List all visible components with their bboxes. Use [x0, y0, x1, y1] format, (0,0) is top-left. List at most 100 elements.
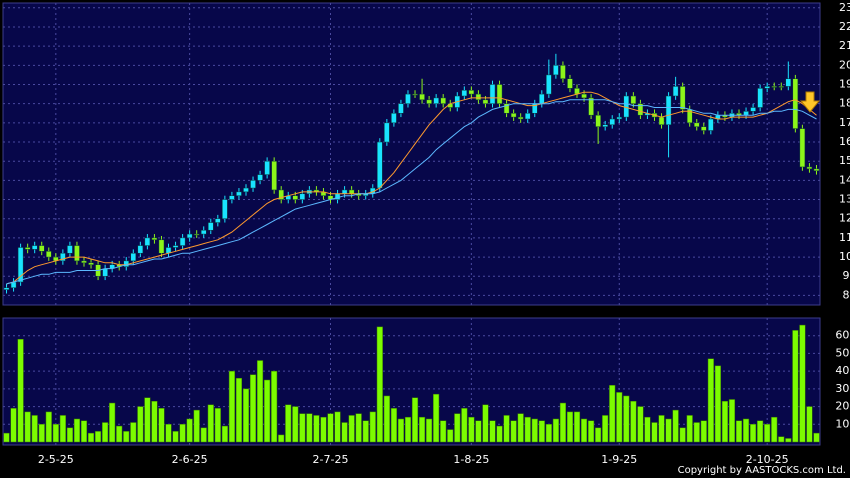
volume-bar	[313, 415, 320, 443]
volume-bar	[404, 416, 412, 443]
y-tick-label: 18	[839, 97, 850, 110]
volume-bar	[172, 431, 179, 443]
candle-body	[588, 97, 594, 116]
candle-body	[778, 86, 785, 88]
candle-body	[257, 174, 263, 181]
candle-body	[426, 99, 432, 104]
volume-bar	[707, 358, 714, 443]
volume-bar	[242, 388, 250, 443]
moving-average-line	[6, 91, 817, 285]
candle-body	[278, 189, 284, 200]
candle-body	[81, 260, 87, 264]
y-tick-label: 11	[839, 231, 850, 244]
volume-bar	[348, 415, 355, 443]
candle-body	[299, 193, 306, 200]
volume-bar	[24, 411, 31, 443]
volume-bar	[672, 409, 679, 443]
candle-body	[74, 245, 80, 262]
y-tick-label: 50K	[835, 346, 850, 359]
y-tick-label: 10	[839, 250, 850, 263]
volume-bar	[31, 415, 38, 443]
volume-bar	[475, 420, 482, 443]
candle-body	[524, 113, 531, 120]
volume-bar	[700, 420, 707, 443]
candle-body	[102, 268, 108, 277]
volume-bar	[334, 411, 341, 443]
candle-body	[630, 95, 637, 104]
volume-bar	[17, 339, 24, 443]
volume-bar	[693, 422, 700, 443]
candle-body	[461, 89, 468, 97]
volume-bar	[792, 330, 799, 443]
y-tick-label: 23	[839, 1, 850, 14]
y-tick-label: 30K	[835, 382, 850, 395]
y-tick-label: 19	[839, 77, 850, 90]
y-tick-label: 14	[839, 173, 850, 186]
volume-bar	[728, 399, 736, 443]
candle-body	[546, 74, 552, 95]
volume-bar	[461, 408, 468, 443]
volume-bar	[38, 424, 45, 443]
y-tick-label: 40K	[835, 364, 850, 377]
copyright: Copyright by AASTOCKS.com Ltd.	[678, 465, 846, 476]
y-tick-label: 13	[839, 193, 850, 206]
x-tick-label: 2-10-25	[746, 453, 789, 466]
volume-bar	[721, 401, 728, 443]
candle-body	[539, 93, 545, 104]
candle-body	[391, 113, 397, 124]
volume-bar	[228, 370, 235, 443]
candle-body	[785, 78, 792, 87]
candle-body	[433, 97, 439, 104]
volume-bar	[531, 418, 538, 443]
volume-bar	[52, 424, 59, 443]
candle-body	[341, 189, 348, 195]
volume-bar	[271, 370, 278, 443]
volume-bar	[623, 395, 630, 443]
volume-bar	[764, 424, 771, 443]
volume-bar	[517, 413, 524, 443]
volume-bar	[369, 411, 376, 443]
volume-bar	[573, 411, 581, 443]
volume-bar	[686, 415, 693, 443]
y-tick-label: 17	[839, 116, 850, 129]
volume-bar	[482, 404, 489, 443]
candle-body	[158, 239, 165, 254]
candle-body	[405, 93, 411, 104]
indicator-arrow	[799, 91, 821, 113]
candle-body	[377, 141, 383, 189]
volume-bar	[588, 420, 595, 443]
volume-bar	[355, 413, 362, 443]
volume-bar	[341, 422, 348, 443]
volume-bar	[510, 420, 517, 443]
candle-body	[243, 187, 249, 193]
candle-body	[496, 84, 503, 104]
volume-bar	[383, 395, 390, 443]
candle-body	[679, 86, 686, 110]
volume-bar	[658, 415, 665, 443]
volume-bar	[320, 416, 327, 443]
y-tick-label: 10K	[835, 417, 850, 430]
volume-bar	[418, 416, 426, 443]
candle-body	[609, 118, 616, 126]
volume-bar	[95, 431, 102, 443]
candle-body	[172, 245, 179, 248]
candle-body	[757, 88, 763, 108]
volume-bar	[637, 406, 644, 443]
volume-bar	[552, 418, 559, 443]
volume-bar	[235, 377, 243, 443]
candle-body	[658, 116, 665, 126]
candle-body	[708, 118, 714, 131]
volume-bar	[45, 411, 52, 443]
volume-bar	[750, 424, 757, 443]
volume-bar	[306, 413, 313, 443]
volume-bar	[595, 427, 602, 443]
volume-bar	[285, 404, 292, 443]
volume-bar	[735, 420, 743, 443]
volume-bar	[264, 379, 271, 443]
volume-bar	[771, 416, 778, 443]
volume-bar	[144, 397, 151, 443]
y-tick-label: 21	[839, 39, 850, 52]
candle-body	[179, 237, 186, 246]
candle-body	[130, 252, 137, 262]
